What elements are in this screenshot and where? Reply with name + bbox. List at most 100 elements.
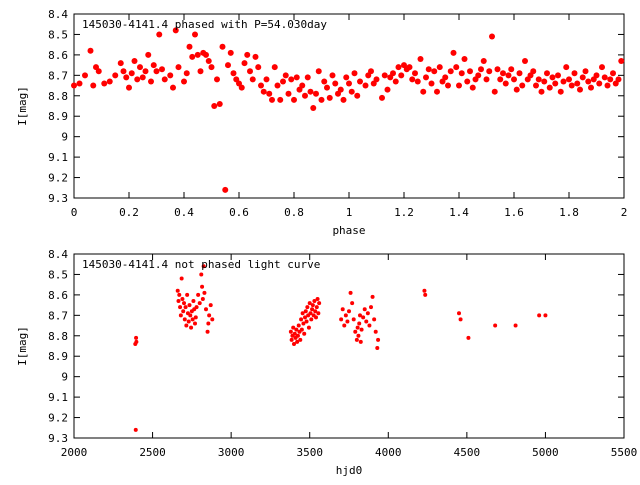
x-axis-label: hjd0 — [336, 464, 363, 477]
data-point — [230, 70, 237, 77]
y-tick-label: 8.8 — [48, 330, 68, 343]
data-point — [185, 292, 190, 297]
data-point — [277, 96, 284, 103]
data-point — [191, 299, 196, 304]
data-point — [131, 58, 138, 65]
data-point — [303, 315, 307, 320]
data-point — [291, 325, 296, 330]
data-point — [351, 70, 358, 77]
chart-title: 145030-4141.4 not phased light curve — [82, 258, 320, 271]
data-point — [511, 76, 517, 83]
data-point — [302, 331, 307, 336]
data-point — [508, 66, 515, 73]
data-point — [244, 51, 251, 58]
data-point — [513, 86, 520, 93]
data-point — [137, 64, 143, 71]
data-point — [436, 64, 443, 71]
data-point — [203, 51, 209, 58]
data-point — [486, 68, 493, 75]
data-point — [381, 72, 388, 79]
data-points — [71, 27, 625, 193]
data-point — [101, 80, 108, 87]
data-point — [357, 321, 362, 326]
data-point — [361, 315, 366, 320]
data-point — [252, 53, 259, 60]
data-point — [618, 58, 625, 65]
y-tick-label: 8.4 — [48, 248, 68, 261]
data-point — [367, 323, 372, 328]
data-point — [156, 31, 163, 38]
data-point — [345, 319, 350, 324]
data-point — [317, 301, 322, 306]
y-axis: 8.4 8.5 8.6 8.7 8.8 8.9 9 9.1 9.2 9.3 — [48, 8, 624, 205]
data-point — [362, 307, 367, 312]
data-point — [445, 82, 451, 89]
y-tick-label: 8.9 — [48, 110, 68, 123]
data-point — [353, 329, 358, 334]
data-point — [428, 80, 435, 87]
data-point — [179, 276, 184, 281]
x-tick-label: 1.8 — [559, 206, 579, 219]
data-point — [182, 317, 187, 322]
data-point — [502, 80, 509, 87]
data-point — [379, 94, 385, 101]
data-point — [412, 70, 418, 77]
data-point — [358, 313, 362, 318]
data-point — [368, 68, 374, 75]
data-point — [172, 27, 179, 34]
data-point — [227, 49, 234, 56]
data-point — [112, 72, 119, 79]
data-point — [280, 78, 286, 85]
panel-unphased: 8.4 8.5 8.6 8.7 8.8 8.9 9 9.1 9.2 9.3 2000 2500 300… — [16, 248, 637, 477]
data-point — [314, 315, 318, 320]
data-point — [475, 72, 482, 79]
data-point — [142, 68, 149, 75]
y-tick-label: 8.8 — [48, 90, 68, 103]
data-point — [301, 321, 306, 326]
data-point — [134, 76, 141, 83]
x-tick-label: 0.8 — [284, 206, 304, 219]
x-tick-label: 1.4 — [449, 206, 469, 219]
data-point — [557, 88, 564, 95]
data-point — [458, 70, 465, 77]
data-point — [307, 88, 314, 95]
data-point — [204, 307, 208, 312]
data-point — [260, 88, 267, 95]
data-point — [560, 78, 567, 85]
data-point — [306, 325, 311, 330]
x-tick-label: 2500 — [139, 446, 166, 459]
data-point — [298, 337, 303, 342]
data-point — [188, 313, 193, 318]
data-point — [303, 309, 308, 314]
x-tick-label: 4500 — [454, 446, 481, 459]
data-point — [282, 72, 289, 79]
data-point — [376, 337, 381, 342]
data-point — [337, 86, 344, 93]
data-point — [552, 80, 559, 87]
data-point — [312, 299, 317, 304]
data-point — [577, 86, 583, 93]
data-point — [579, 74, 586, 81]
data-point — [208, 64, 215, 71]
y-tick-label: 9.2 — [48, 172, 68, 185]
data-point — [354, 92, 361, 99]
data-point — [186, 43, 193, 50]
data-point — [315, 68, 322, 75]
data-point — [329, 72, 336, 79]
y-tick-label: 9 — [61, 371, 68, 384]
data-point — [178, 313, 183, 318]
data-point — [307, 301, 312, 306]
y-tick-label: 9.1 — [48, 391, 68, 404]
data-point — [599, 64, 605, 71]
x-axis-label: phase — [332, 224, 365, 237]
panel-phased: 8.48.58.68.78.88.999.19.29.3 0 0.2 0.4 0.6 0… — [16, 8, 627, 237]
plot-frame — [73, 253, 625, 439]
data-point — [365, 311, 370, 316]
data-point — [206, 321, 211, 326]
data-point — [607, 76, 614, 83]
data-point — [175, 288, 180, 293]
data-point — [370, 294, 375, 299]
data-point — [431, 68, 438, 75]
y-tick-label: 8.6 — [48, 49, 68, 62]
data-point — [205, 58, 212, 65]
